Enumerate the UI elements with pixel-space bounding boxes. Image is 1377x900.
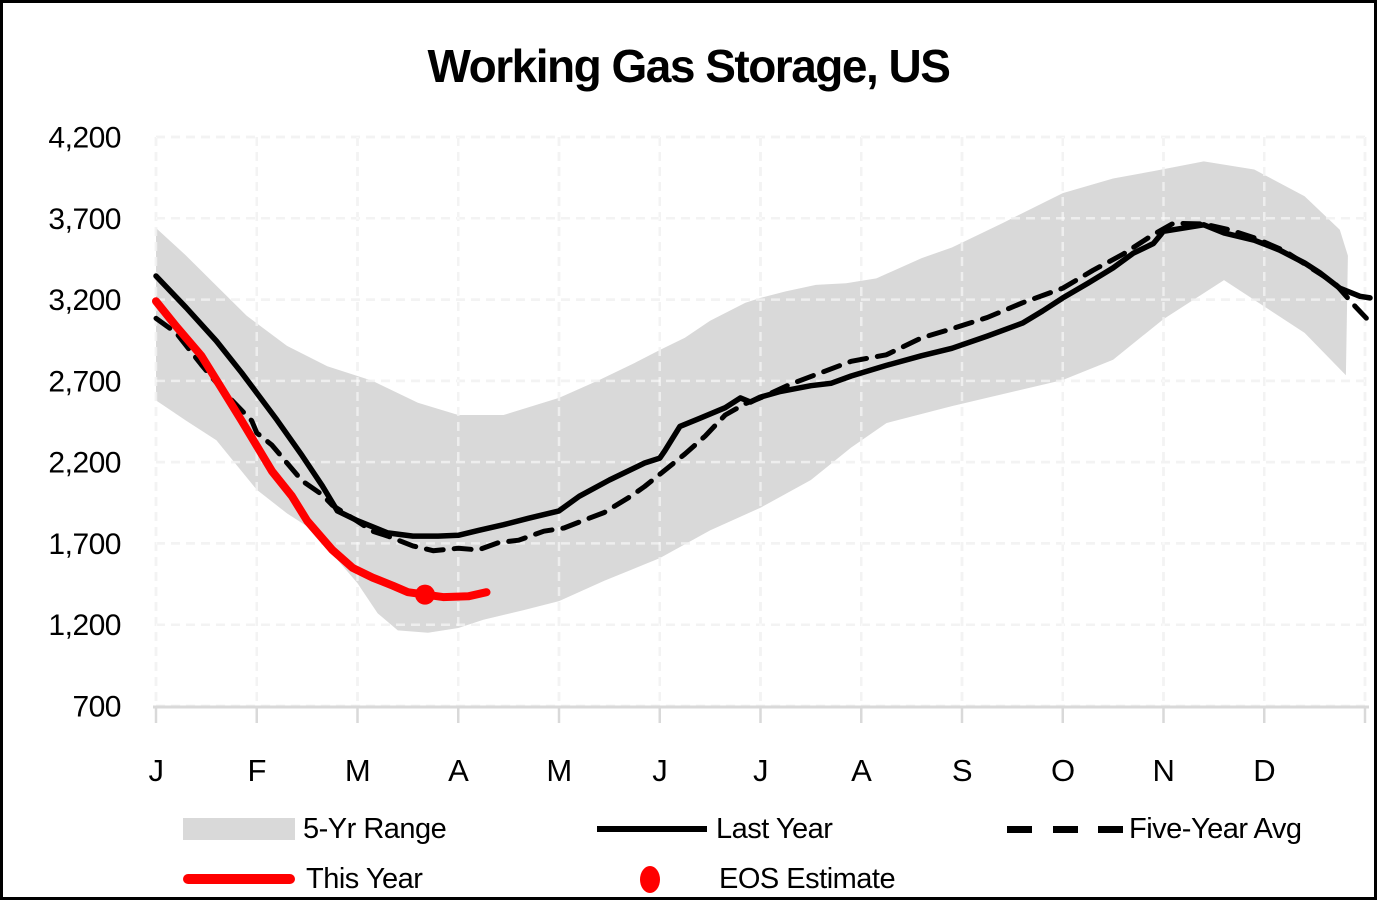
- month-label-6: J: [753, 753, 768, 788]
- month-label-8: S: [952, 753, 972, 788]
- month-label-11: D: [1253, 753, 1275, 788]
- month-label-3: A: [448, 753, 469, 788]
- month-label-5: J: [652, 753, 667, 788]
- 5yr-range-swatch: [183, 818, 295, 840]
- legend-label-this-year: This Year: [306, 862, 423, 895]
- legend-label-5yr-range: 5-Yr Range: [303, 812, 447, 845]
- eos-estimate-dot: [415, 584, 436, 605]
- legend-label-eos-estimate: EOS Estimate: [719, 862, 896, 895]
- y-tick-label-1700: 1,700: [48, 528, 121, 561]
- month-label-4: M: [546, 753, 571, 788]
- month-label-10: N: [1153, 753, 1175, 788]
- legend-item-5yr-range: 5-Yr Range: [183, 809, 447, 849]
- five-year-avg-swatch: [1007, 825, 1123, 833]
- 5yr-range-band: [156, 161, 1348, 633]
- y-tick-label-2200: 2,200: [48, 447, 121, 480]
- y-tick-label-700: 700: [72, 691, 121, 724]
- legend-label-last-year: Last Year: [716, 812, 833, 845]
- legend-item-five-year-avg: Five-Year Avg: [1007, 809, 1302, 849]
- legend-item-this-year: This Year: [183, 859, 423, 897]
- five-year-avg-line: [153, 220, 1371, 554]
- month-label-7: A: [851, 753, 872, 788]
- legend-item-last-year: Last Year: [597, 809, 833, 849]
- month-label-1: F: [248, 753, 266, 788]
- last-year-swatch: [597, 826, 707, 832]
- month-label-9: O: [1051, 753, 1075, 788]
- this-year-swatch: [183, 874, 295, 884]
- y-tick-label-4200: 4,200: [48, 122, 121, 155]
- plot-area: 700 1,200 1,700 2,200 2,700 3,200 3,700 4,200 J F…: [48, 122, 1373, 788]
- y-tick-label-1200: 1,200: [48, 609, 121, 642]
- month-label-0: J: [149, 753, 164, 788]
- chart-title: Working Gas Storage, US: [427, 40, 951, 92]
- y-tick-label-3700: 3,700: [48, 203, 121, 236]
- y-tick-label-3200: 3,200: [48, 284, 121, 317]
- eos-estimate-swatch: [640, 865, 660, 893]
- month-label-2: M: [345, 753, 370, 788]
- legend-label-five-year-avg: Five-Year Avg: [1129, 812, 1302, 845]
- y-tick-label-2700: 2,700: [48, 365, 121, 398]
- legend-item-eos-estimate: EOS Estimate: [640, 859, 896, 897]
